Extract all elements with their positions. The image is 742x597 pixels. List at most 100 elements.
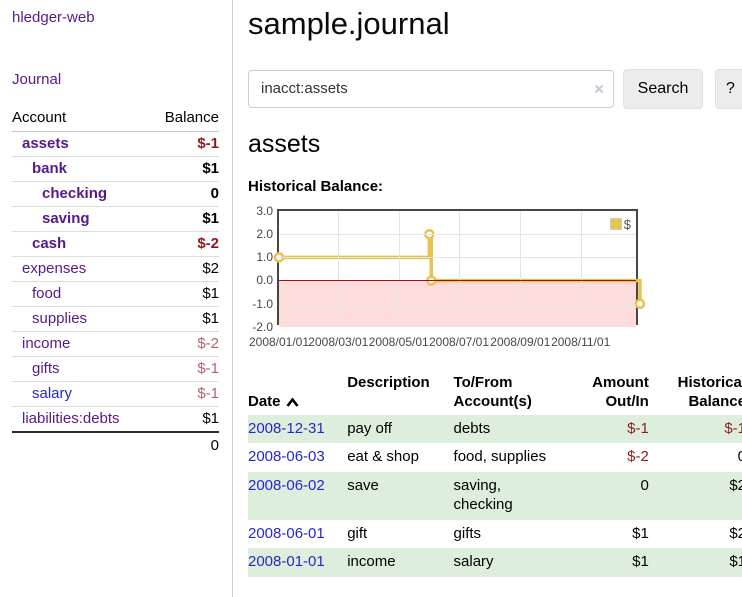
x-gridline [459, 210, 460, 323]
transaction-amount: $1 [632, 553, 649, 571]
account-balance: $1 [149, 306, 219, 332]
transaction-amount: $1 [632, 524, 649, 542]
x-gridline [398, 210, 400, 323]
transaction-balance: $2 [729, 476, 742, 494]
x-axis-tick-label: 2008/01/01 [248, 334, 310, 349]
transaction-date-link[interactable]: 2008-06-01 [248, 524, 325, 542]
transaction-balance: 0 [737, 448, 742, 466]
account-link-food[interactable]: food [32, 285, 62, 302]
account-row: food $1 [12, 281, 219, 307]
account-link-bank[interactable]: bank [32, 160, 68, 177]
account-balance: $1 [149, 156, 219, 182]
chart-title-label: Historical Balance: [248, 177, 384, 195]
y-gridline [279, 233, 636, 235]
account-link-supplies[interactable]: supplies [32, 310, 88, 327]
transaction-balance: $1 [729, 553, 742, 571]
account-row: bank $1 [12, 156, 219, 182]
page-title: sample.journal [248, 6, 450, 41]
brand-link[interactable]: hledger-web [12, 9, 95, 26]
transaction-description: eat & shop [347, 448, 419, 466]
y-axis-tick-label: 1.0 [256, 250, 273, 265]
y-axis-tick-label: -1.0 [252, 296, 273, 311]
transaction-date-link[interactable]: 2008-06-03 [248, 448, 325, 466]
balance-column-header: Balance [149, 105, 219, 132]
account-row: assets $-1 [12, 131, 219, 157]
x-gridline [338, 210, 340, 323]
accounts-total-value: 0 [149, 431, 219, 458]
sidebar-item-journal[interactable]: Journal [12, 71, 62, 88]
tofrom-column-header: To/From Account(s) [453, 373, 532, 411]
transaction-row: 2008-12-31 pay off debts $-1 $-1 [248, 414, 742, 444]
x-axis-tick-label: 2008/07/01 [428, 334, 490, 349]
account-row: checking 0 [12, 181, 219, 207]
transaction-date-link[interactable]: 2008-06-02 [248, 476, 325, 494]
account-balance: $-1 [149, 356, 219, 382]
transaction-description: save [347, 476, 379, 494]
transaction-balance: $-1 [724, 419, 742, 437]
transaction-row: 2008-06-01 gift gifts $1 $2 [248, 520, 742, 549]
historical-balance-chart: $ 3.0 2.0 1.0 0.0 -1.0 -2.0 2008/01/01 2008/03/… [248, 204, 742, 350]
transaction-description: pay off [347, 419, 392, 437]
sort-ascending-icon [285, 393, 299, 413]
x-axis-tick-label: 2008/03/01 [308, 334, 369, 349]
legend-series-label: $ [623, 216, 631, 232]
account-link-cash[interactable]: cash [32, 235, 67, 252]
account-link-assets[interactable]: assets [22, 135, 69, 152]
accounts-column-header: Account [12, 105, 150, 132]
accounts-table: Account Balance assets $-1 bank $1 checking 0… [12, 105, 219, 458]
account-row: expenses $2 [12, 256, 219, 282]
account-balance: $1 [149, 206, 219, 232]
search-form: × Search ? [248, 68, 742, 109]
sidebar: hledger-web Journal Account Balance asse… [0, 0, 233, 597]
account-balance: $2 [149, 256, 219, 282]
account-link-saving[interactable]: saving [42, 210, 90, 227]
transaction-date-link[interactable]: 2008-01-01 [248, 553, 325, 571]
search-input[interactable] [248, 69, 614, 108]
transaction-row: 2008-01-01 income salary $1 $1 [248, 548, 742, 577]
transaction-description: gift [347, 524, 368, 542]
account-row: cash $-2 [12, 231, 219, 257]
transaction-date-link[interactable]: 2008-12-31 [248, 419, 325, 437]
transaction-accounts: gifts [453, 524, 482, 542]
transaction-balance: $2 [729, 524, 742, 542]
account-balance: $1 [149, 281, 219, 307]
account-balance: $-2 [149, 331, 219, 357]
transaction-amount: $-1 [627, 419, 649, 437]
date-column-header[interactable]: Date [248, 371, 347, 415]
account-row: supplies $1 [12, 306, 219, 332]
account-row: salary $-1 [12, 381, 219, 407]
account-link-salary[interactable]: salary [32, 385, 73, 402]
description-column-header: Description [347, 373, 430, 391]
transaction-accounts: food, supplies [453, 448, 547, 466]
y-axis-tick-label: -2.0 [252, 319, 273, 334]
account-balance: $-1 [149, 381, 219, 407]
data-point-marker [634, 298, 646, 309]
transaction-row: 2008-06-03 eat & shop food, supplies $-2 0 [248, 443, 742, 472]
y-gridline [279, 257, 636, 259]
y-axis-tick-label: 3.0 [256, 203, 273, 218]
account-heading: assets [248, 129, 321, 158]
help-button[interactable]: ? [715, 68, 742, 109]
account-row: gifts $-1 [12, 356, 219, 382]
account-link-liabilities-debts[interactable]: liabilities:debts [22, 410, 120, 427]
account-balance: $-1 [149, 131, 219, 157]
account-row: income $-2 [12, 331, 219, 357]
account-link-income[interactable]: income [22, 335, 71, 352]
account-balance: $-2 [149, 231, 219, 257]
account-link-checking[interactable]: checking [42, 185, 108, 202]
legend-color-swatch [609, 218, 622, 231]
x-axis-tick-label: 2008/11/01 [551, 334, 611, 349]
transaction-accounts: salary [453, 553, 494, 571]
clear-search-icon[interactable]: × [594, 79, 604, 99]
x-axis-tick-label: 2008/09/01 [490, 334, 551, 349]
account-link-expenses[interactable]: expenses [22, 260, 87, 277]
transaction-amount: $-2 [627, 448, 649, 466]
account-link-gifts[interactable]: gifts [32, 360, 60, 377]
accounts-total-row: 0 [12, 431, 219, 458]
transaction-accounts: saving, checking [453, 476, 513, 514]
y-axis-tick-label: 0.0 [256, 273, 273, 288]
chart-plot-area: $ [273, 208, 646, 327]
search-button[interactable]: Search [623, 68, 703, 109]
chart-legend: $ [609, 216, 631, 232]
